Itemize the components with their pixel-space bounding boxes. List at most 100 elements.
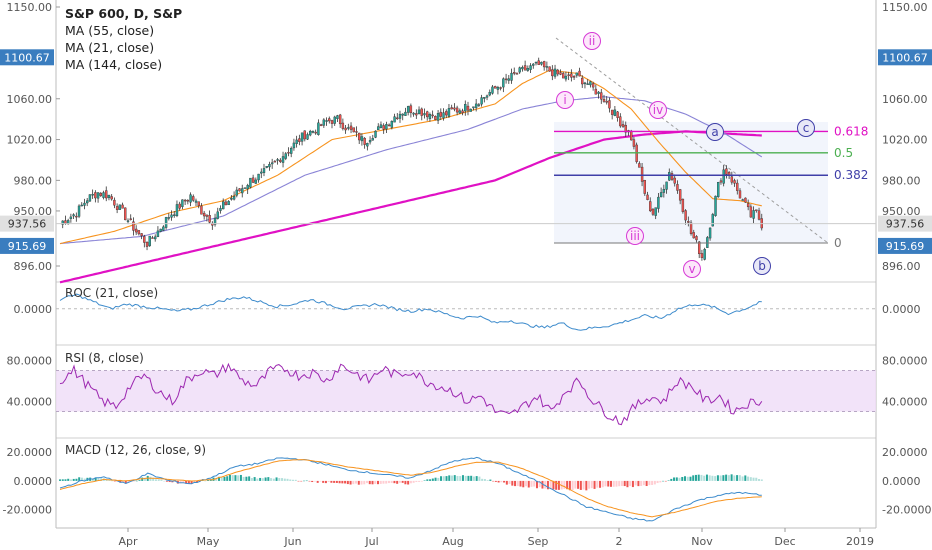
macd-histogram-bar: [338, 480, 341, 484]
roc-pane: 0.0000 0.0000: [14, 293, 921, 331]
macd-histogram-bar: [708, 475, 711, 481]
candle-body: [360, 136, 364, 142]
candle-body: [249, 177, 252, 188]
macd-histogram-bar: [725, 474, 728, 481]
macd-histogram-bar: [596, 480, 599, 488]
macd-histogram-bar: [409, 480, 412, 484]
macd-histogram-bar: [618, 480, 621, 487]
candle-body: [496, 87, 500, 90]
macd-histogram-bar: [640, 480, 643, 486]
macd-histogram-bar: [349, 480, 352, 485]
macd-histogram-bar: [651, 480, 654, 485]
rsi-band: [56, 370, 876, 412]
candle-body: [162, 226, 165, 231]
macd-histogram-bar: [590, 480, 593, 489]
macd-histogram-bar: [470, 475, 473, 481]
macd-histogram-bar: [508, 480, 511, 484]
roc-tick-right: 0.0000: [882, 303, 921, 316]
candle-body: [532, 63, 535, 66]
candle-body: [208, 215, 211, 223]
candle-body: [521, 66, 524, 70]
candle-body: [504, 78, 508, 81]
candle-body: [513, 72, 516, 74]
macd-histogram-bar: [185, 480, 188, 484]
price-tick-right: 980.00: [882, 174, 921, 187]
candle-body: [341, 122, 345, 129]
macd-histogram-bar: [396, 480, 399, 484]
macd-histogram-bar: [143, 477, 146, 481]
candle-body: [695, 236, 698, 241]
macd-histogram-bar: [302, 480, 305, 482]
macd-histogram-bar: [393, 480, 396, 484]
rsi-tick-left: 80.0000: [7, 354, 53, 367]
candle-body: [502, 78, 505, 88]
candle-body: [602, 98, 606, 102]
candle-body: [567, 74, 570, 76]
macd-histogram-bar: [670, 478, 673, 481]
candle-body: [654, 207, 657, 216]
candle-body: [651, 208, 655, 215]
macd-histogram-bar: [275, 477, 278, 481]
candle-body: [189, 194, 192, 203]
candle-body: [173, 214, 176, 216]
macd-histogram-bar: [522, 480, 525, 488]
candle-body: [156, 230, 160, 237]
macd-histogram-bar: [113, 480, 116, 482]
fib-label: 0.5: [834, 146, 853, 160]
macd-histogram-bar: [527, 480, 530, 488]
candle-body: [83, 202, 86, 206]
candle-body: [352, 127, 355, 133]
candle-body: [105, 190, 108, 199]
candle-body: [194, 200, 198, 203]
macd-histogram-bar: [714, 476, 717, 481]
study-ma144-label: MA (144, close): [65, 57, 163, 72]
time-label: Apr: [118, 535, 138, 548]
macd-histogram-bar: [752, 477, 755, 481]
candle-body: [170, 214, 173, 218]
macd-histogram-bar: [355, 480, 358, 484]
macd-histogram-bar: [692, 475, 695, 481]
candle-body: [330, 120, 334, 124]
macd-histogram-bar: [749, 477, 752, 481]
candle-body: [265, 166, 268, 168]
macd-histogram-bar: [450, 475, 453, 481]
macd-histogram-bar: [100, 478, 103, 481]
wave-label: a: [711, 125, 718, 139]
candle-body: [529, 65, 532, 70]
candle-body: [553, 68, 557, 77]
time-label: 2019: [846, 535, 874, 548]
wave-circle: [683, 260, 701, 278]
macd-histogram-bar: [623, 480, 626, 487]
macd-tick-right: -20.0000: [882, 504, 931, 517]
candle-body: [393, 116, 396, 123]
macd-histogram-bar: [283, 478, 286, 481]
candle-body: [99, 193, 103, 196]
study-ma21-label: MA (21, close): [65, 40, 155, 55]
macd-histogram-bar: [352, 480, 355, 485]
macd-histogram-bar: [187, 480, 190, 484]
candle-body: [708, 227, 712, 239]
macd-histogram-bar: [196, 480, 199, 483]
candle-body: [757, 210, 761, 220]
candle-body: [445, 111, 448, 116]
macd-histogram-bar: [190, 480, 193, 484]
candle-body: [164, 217, 168, 228]
candle-body: [126, 220, 130, 222]
candle-body: [143, 236, 146, 243]
macd-histogram-bar: [223, 476, 226, 481]
candle-body: [382, 125, 385, 130]
candle-body: [703, 248, 706, 260]
macd-histogram-bar: [442, 476, 445, 481]
candle-body: [646, 194, 649, 200]
macd-histogram-bar: [83, 478, 86, 481]
macd-histogram-bar: [313, 480, 316, 482]
candle-body: [657, 196, 660, 209]
macd-histogram-bar: [461, 475, 464, 481]
candle-body: [219, 208, 222, 211]
candle-body: [306, 134, 309, 140]
price-badge-right: [878, 237, 932, 254]
candle-body: [488, 92, 491, 96]
macd-histogram-bar: [333, 480, 336, 483]
macd-histogram-bar: [437, 477, 440, 481]
